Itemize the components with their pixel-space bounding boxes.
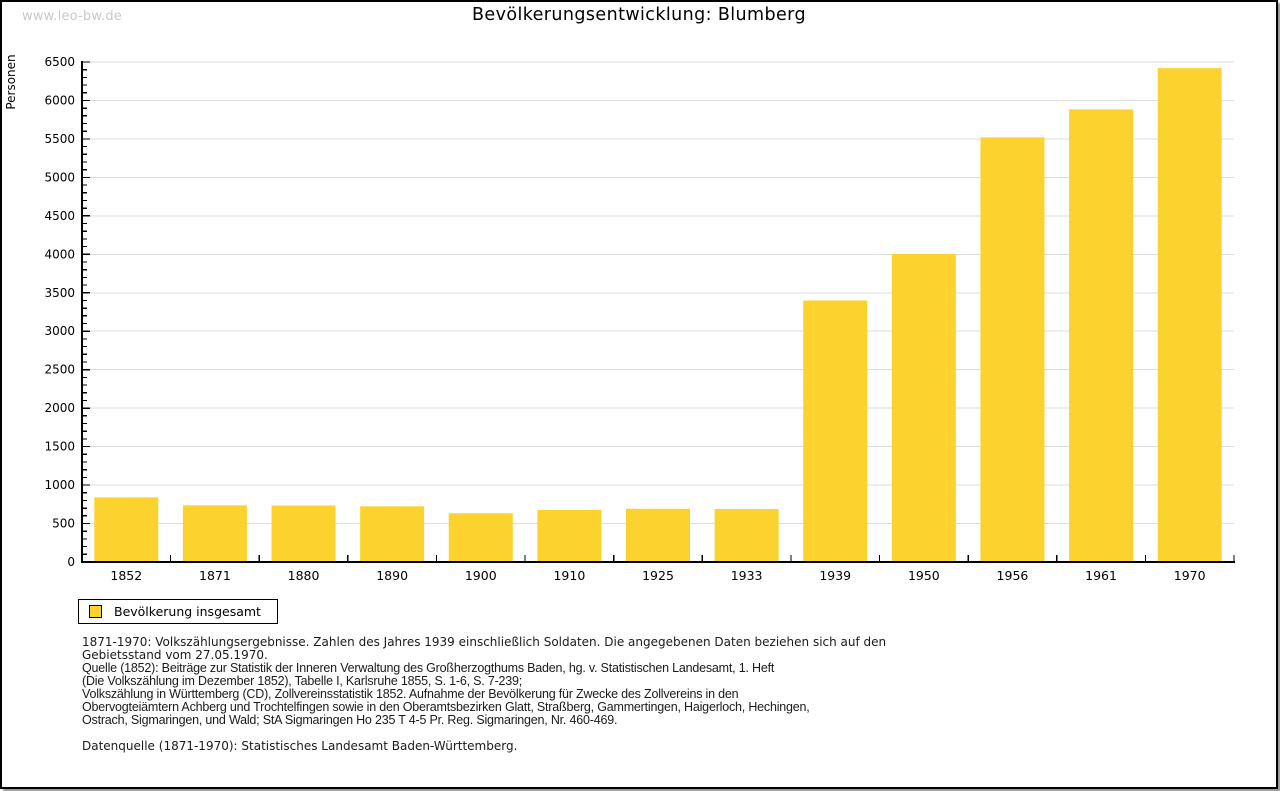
x-tick-label: 1970	[1174, 568, 1206, 583]
y-tick-label: 2000	[44, 401, 75, 415]
footnote-line: Ostrach, Sigmaringen, und Wald; StA Sigm…	[82, 713, 618, 727]
bar-1890	[360, 506, 425, 562]
footnotes: 1871-1970: Volkszählungsergebnisse. Zahl…	[82, 636, 1236, 753]
x-tick-label: 1871	[199, 568, 231, 583]
x-tick-label: 1939	[819, 568, 851, 583]
x-tick-label: 1933	[731, 568, 763, 583]
page-title: Bevölkerungsentwicklung: Blumberg	[472, 5, 806, 25]
y-tick-label: 1500	[44, 440, 75, 454]
y-tick-label: 1000	[44, 478, 75, 492]
y-tick-label: 4500	[44, 209, 75, 223]
datasource-line: Datenquelle (1871-1970): Statistisches L…	[82, 739, 518, 753]
footnote-line: (Die Volkszählung im Dezember 1852), Tab…	[82, 674, 523, 688]
bar-1970	[1157, 68, 1222, 563]
footnote-line: 1871-1970: Volkszählungsergebnisse. Zahl…	[82, 635, 887, 649]
footnote-line: Obervogteiämtern Achberg und Trochtelfin…	[82, 700, 810, 714]
bar-chart: Personen 0 500 1000 1500 2000 2500 3000 3500 400…	[4, 54, 1235, 583]
bar-1900	[448, 513, 513, 562]
y-tick-label: 0	[67, 555, 75, 569]
y-axis-title: Personen	[4, 54, 18, 109]
x-tick-label: 1910	[553, 568, 585, 583]
y-tick-label: 5500	[44, 132, 75, 146]
x-tick-label: 1950	[908, 568, 940, 583]
y-tick-label: 500	[52, 517, 75, 531]
watermark: www.leo-bw.de	[22, 9, 123, 24]
footnote-line: Quelle (1852): Beiträge zur Statistik de…	[82, 661, 775, 675]
y-tick-label: 3000	[44, 324, 75, 338]
legend-label: Bevölkerung insgesamt	[114, 604, 261, 619]
footnote-line: Gebietsstand vom 27.05.1970.	[82, 648, 268, 662]
bar-1939	[803, 300, 868, 562]
x-tick-label: 1900	[465, 568, 497, 583]
x-tick-label: 1890	[376, 568, 408, 583]
bar-1956	[980, 137, 1045, 562]
x-tick-label: 1925	[642, 568, 674, 583]
bar-1950	[891, 253, 956, 562]
x-tick-label: 1852	[110, 568, 142, 583]
y-tick-label: 4000	[44, 247, 75, 261]
bar-1933	[714, 509, 779, 562]
x-tick-label: 1956	[997, 568, 1029, 583]
y-tick-label: 6000	[44, 93, 75, 107]
x-tick-label: 1880	[288, 568, 320, 583]
legend-box: Bevölkerung insgesamt	[78, 599, 278, 624]
y-tick-label: 6500	[44, 55, 75, 69]
bar-1925	[626, 508, 690, 562]
bar-1871	[182, 505, 247, 562]
y-tick-label: 5000	[44, 170, 75, 184]
y-tick-label: 2500	[44, 363, 75, 377]
x-tick-label: 1961	[1085, 568, 1117, 583]
bar-1852	[94, 497, 159, 562]
y-tick-label: 3500	[44, 286, 75, 300]
legend-swatch-icon	[89, 605, 102, 618]
bar-1961	[1069, 109, 1134, 563]
footnote-line: Volkszählung in Württemberg (CD), Zollve…	[82, 687, 739, 701]
bar-1910	[537, 510, 602, 562]
bar-1880	[271, 505, 336, 562]
